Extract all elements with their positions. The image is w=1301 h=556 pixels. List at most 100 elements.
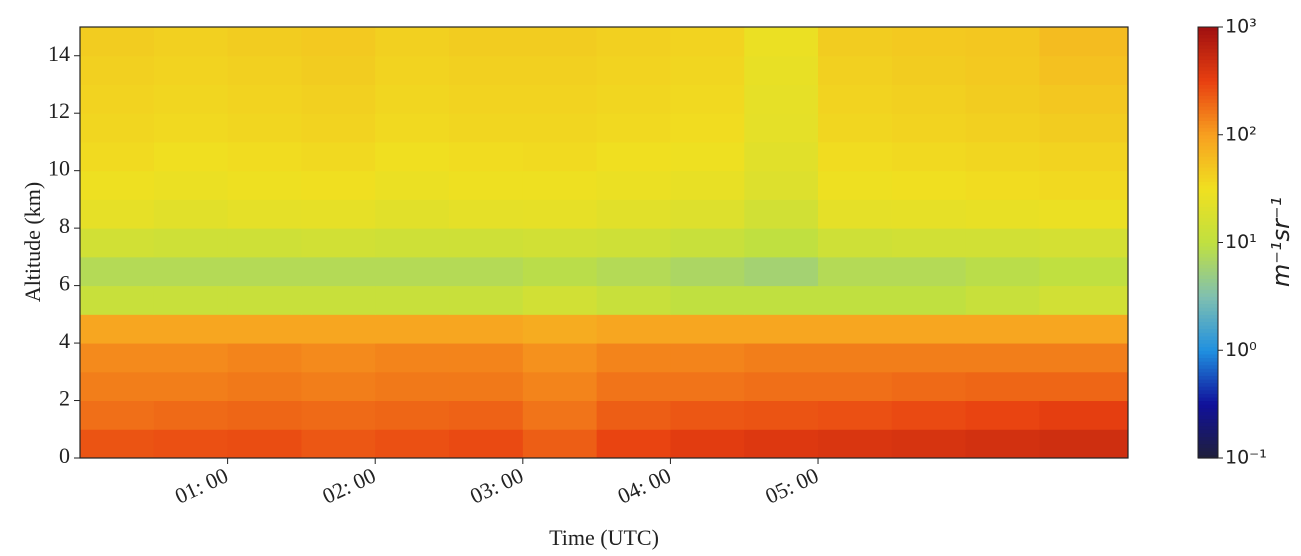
- heat-cell: [1039, 429, 1129, 459]
- colorbar-step: [1198, 91, 1218, 96]
- heat-cell: [744, 429, 819, 459]
- heat-cell: [522, 256, 598, 287]
- colorbar-step: [1198, 210, 1218, 215]
- colorbar-step: [1198, 368, 1218, 373]
- colorbar-step: [1198, 120, 1218, 125]
- colorbar-step: [1198, 378, 1218, 384]
- heat-cell: [1039, 27, 1129, 57]
- colorbar-step: [1198, 170, 1218, 175]
- heat-cell: [227, 371, 302, 402]
- heat-cell: [449, 170, 524, 200]
- heat-cell: [80, 256, 155, 287]
- heat-cell: [375, 84, 450, 114]
- heat-cell: [227, 285, 302, 315]
- heat-cell: [596, 27, 671, 57]
- heat-cell: [227, 27, 302, 57]
- colorbar-step: [1198, 314, 1218, 319]
- colorbar-step: [1198, 296, 1218, 301]
- heat-cell: [375, 199, 450, 229]
- colorbar-tick-label: 10²: [1225, 123, 1257, 145]
- heat-cell: [744, 199, 819, 229]
- heat-cell: [227, 55, 302, 85]
- colorbar-step: [1198, 127, 1218, 132]
- heat-cell: [596, 371, 671, 402]
- colorbar-step: [1198, 213, 1218, 218]
- heat-cell: [227, 429, 302, 459]
- colorbar-step: [1198, 343, 1218, 348]
- colorbar-step: [1198, 59, 1218, 64]
- colorbar-step: [1198, 48, 1218, 53]
- heat-cell: [80, 228, 155, 258]
- heat-cell: [596, 429, 671, 459]
- colorbar-step: [1198, 382, 1218, 387]
- heat-cell: [670, 228, 745, 258]
- colorbar-label: m⁻¹sr⁻¹: [1267, 197, 1295, 287]
- heat-cell: [670, 113, 745, 143]
- heat-cell: [449, 343, 524, 373]
- heat-cell: [153, 228, 229, 258]
- heat-cell: [670, 55, 745, 85]
- heat-cell: [670, 400, 745, 430]
- heat-cell: [818, 113, 893, 143]
- heat-cell: [1039, 314, 1129, 344]
- heat-cell: [80, 84, 155, 114]
- x-tick-label: 05: 00: [761, 462, 822, 508]
- colorbar-step: [1198, 267, 1218, 272]
- colorbar-step: [1198, 429, 1218, 434]
- colorbar-step: [1198, 346, 1218, 351]
- heat-cell: [596, 84, 671, 114]
- heat-cell: [449, 199, 524, 229]
- colorbar-step: [1198, 149, 1218, 154]
- heat-cell: [1039, 228, 1129, 258]
- colorbar-step: [1198, 350, 1218, 355]
- heat-cell: [596, 55, 671, 85]
- colorbar-step: [1198, 66, 1218, 71]
- colorbar-step: [1198, 364, 1218, 369]
- colorbar-step: [1198, 134, 1218, 139]
- heat-cell: [227, 199, 302, 229]
- colorbar-step: [1198, 102, 1218, 107]
- heat-cell: [80, 429, 155, 459]
- heat-cell: [965, 113, 1040, 143]
- heat-cell: [1039, 371, 1129, 402]
- heat-cell: [891, 27, 967, 57]
- colorbar: 10⁻¹ 10⁰ 10¹ 10² 10³: [1197, 16, 1267, 469]
- colorbar-step: [1198, 37, 1218, 42]
- x-tick-label: 03: 00: [466, 462, 527, 508]
- heat-cell: [375, 314, 450, 344]
- colorbar-step: [1198, 163, 1218, 168]
- heat-cell: [965, 371, 1040, 402]
- heat-cell: [449, 113, 524, 143]
- heat-cell: [744, 256, 819, 287]
- colorbar-step: [1198, 202, 1218, 208]
- heat-cell: [596, 141, 671, 172]
- colorbar-step: [1198, 325, 1218, 330]
- heat-cell: [153, 113, 229, 143]
- x-tick-label: 02: 00: [318, 462, 379, 508]
- heat-cell: [670, 84, 745, 114]
- heat-cell: [744, 141, 819, 172]
- heat-cell: [596, 170, 671, 200]
- heat-cell: [449, 228, 524, 258]
- heat-cell: [449, 285, 524, 315]
- heat-cell: [522, 314, 598, 344]
- colorbar-step: [1198, 386, 1218, 391]
- heat-cell: [80, 343, 155, 373]
- colorbar-step: [1198, 235, 1218, 240]
- colorbar-step: [1198, 44, 1218, 50]
- colorbar-step: [1198, 106, 1218, 111]
- heat-cell: [1039, 199, 1129, 229]
- colorbar-step: [1198, 52, 1218, 57]
- heat-cell: [891, 400, 967, 430]
- heat-cell: [818, 429, 893, 459]
- colorbar-step: [1198, 88, 1218, 93]
- heat-cell: [375, 371, 450, 402]
- colorbar-step: [1198, 436, 1218, 441]
- heat-cell: [596, 285, 671, 315]
- heat-cell: [670, 371, 745, 402]
- colorbar-step: [1198, 253, 1218, 258]
- heat-cell: [375, 55, 450, 85]
- heat-cell: [522, 170, 598, 200]
- heat-cell: [818, 371, 893, 402]
- heat-cell: [375, 285, 450, 315]
